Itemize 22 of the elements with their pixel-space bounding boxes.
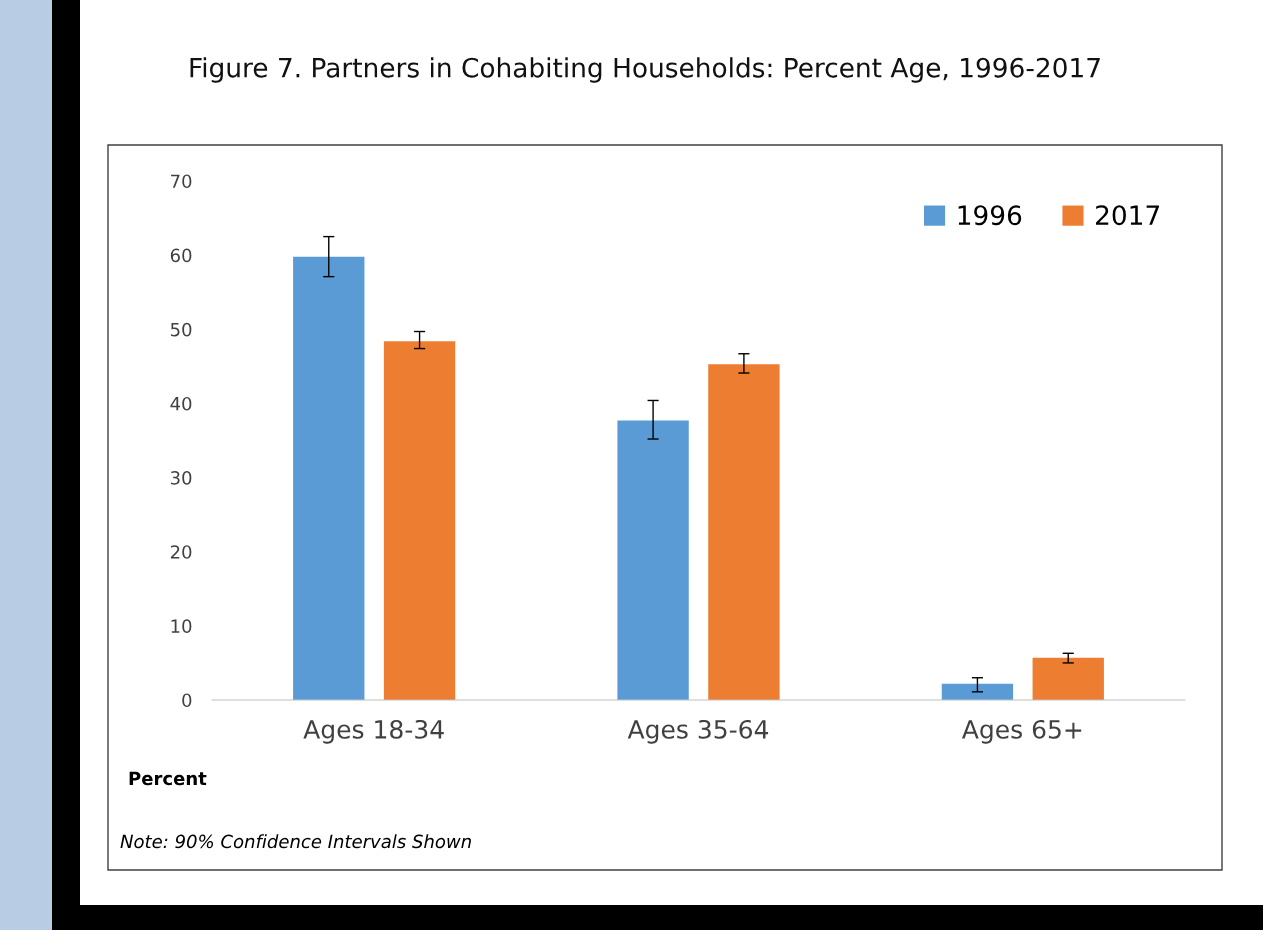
y-tick-label: 10 <box>171 619 192 633</box>
y-tick-label: 60 <box>170 248 192 263</box>
y-tick-label: 40 <box>170 396 192 411</box>
bar <box>1032 657 1104 700</box>
chart-title: Figure 7. Partners in Cohabiting Households: Percent Age, 1996-2017 <box>190 57 1100 83</box>
x-tick-label: Ages 18-34 <box>303 719 444 744</box>
bar <box>293 256 365 700</box>
bar <box>708 364 780 700</box>
y-tick-label: 0 <box>182 693 192 708</box>
y-tick-label: 20 <box>170 545 192 559</box>
x-tick-label: Ages 65+ <box>961 719 1082 744</box>
text: Note: 90% Confidence Intervals Shown <box>120 834 471 849</box>
legend-label: 1996 <box>958 205 1022 226</box>
y-axis-title: Percent <box>129 771 207 786</box>
bar <box>383 341 456 700</box>
x-tick-label: Ages 35-64 <box>627 719 769 744</box>
bar <box>941 683 1014 700</box>
bar <box>617 420 689 700</box>
y-tick-label: 30 <box>170 471 192 485</box>
y-tick-label: 70 <box>171 174 192 189</box>
y-tick-label: 50 <box>170 322 192 337</box>
legend-label: 2017 <box>1096 205 1159 226</box>
